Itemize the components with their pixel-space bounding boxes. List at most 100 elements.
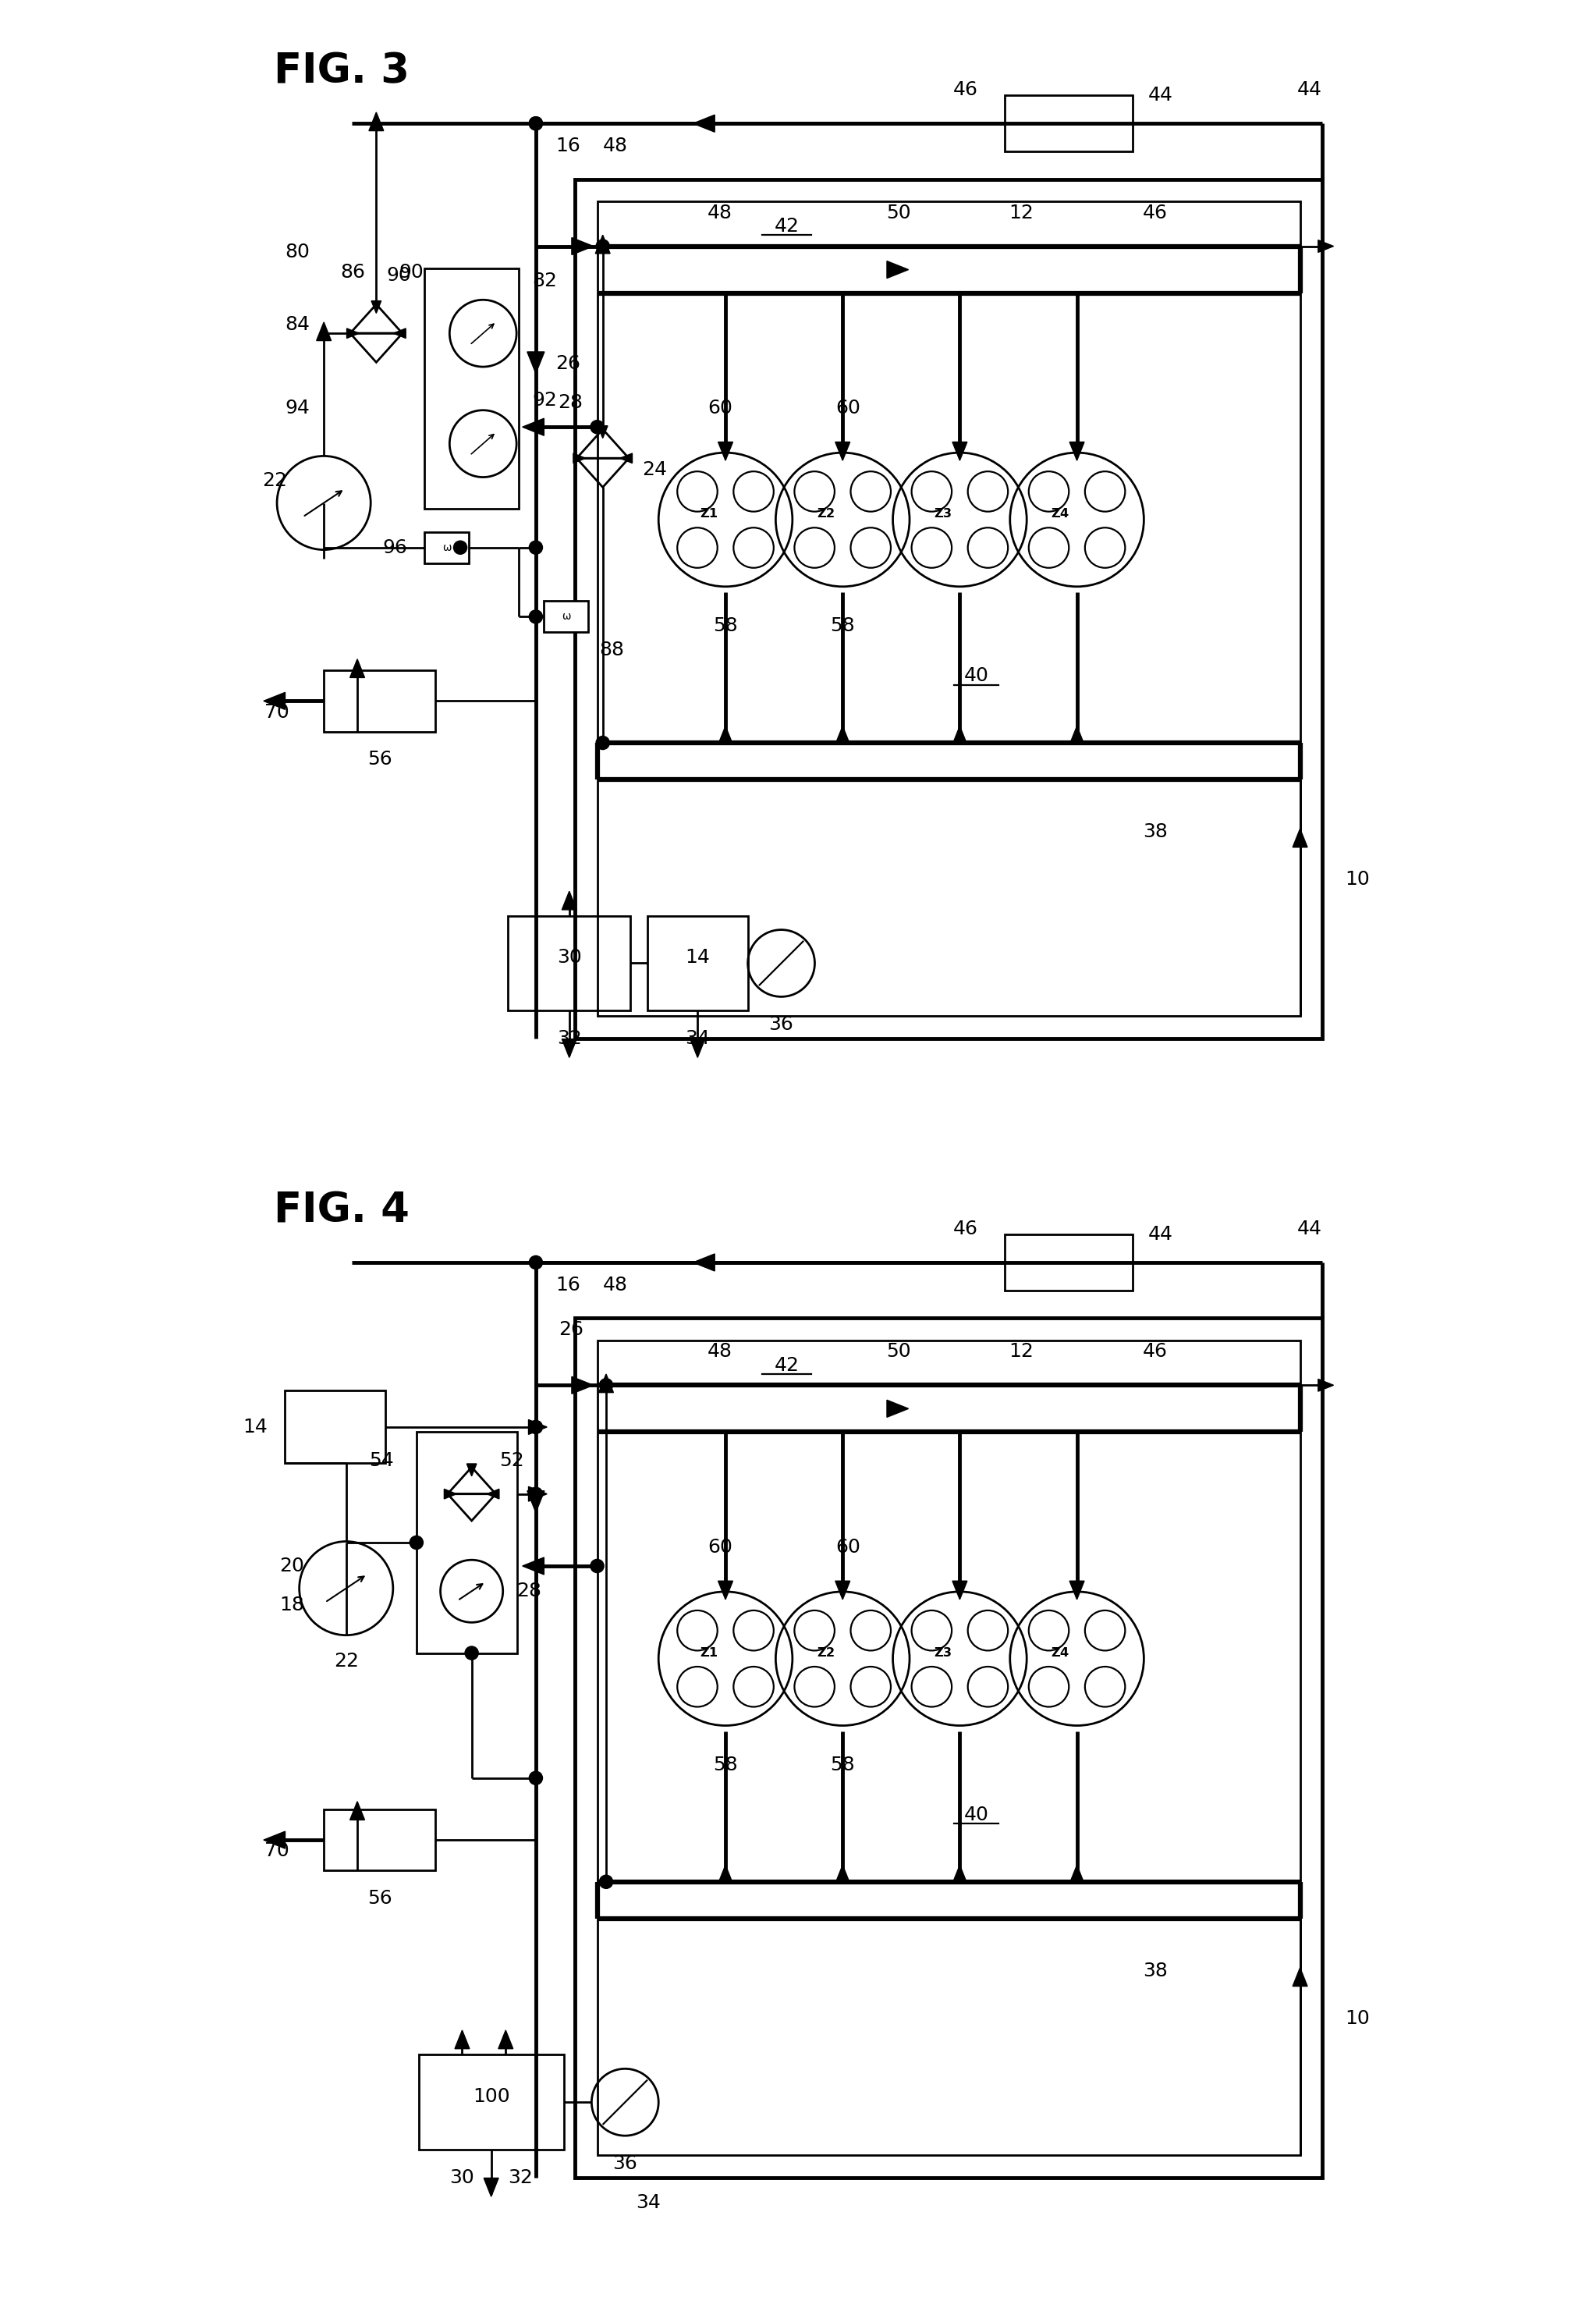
Polygon shape [1293,1967,1307,1986]
Text: 48: 48 [603,136,627,154]
Polygon shape [522,1558,544,1574]
Text: 28: 28 [559,393,583,412]
Bar [597,1341,1301,2156]
Text: 40: 40 [964,1806,990,1825]
Polygon shape [953,442,967,460]
Polygon shape [693,1254,715,1270]
Polygon shape [528,1420,547,1434]
Circle shape [530,1256,543,1270]
Text: 46: 46 [953,81,978,99]
Text: 86: 86 [340,262,365,281]
Text: Z4: Z4 [1052,509,1069,520]
Text: 96: 96 [383,538,407,557]
Text: 34: 34 [637,2193,661,2211]
Circle shape [530,117,543,131]
Circle shape [530,1420,543,1434]
Text: Z3: Z3 [934,1648,951,1659]
Polygon shape [263,1832,286,1848]
Circle shape [600,1875,613,1889]
Text: 70: 70 [265,1841,289,1862]
Polygon shape [444,1489,456,1498]
Text: 36: 36 [613,2154,637,2172]
Polygon shape [689,1040,705,1058]
Text: 42: 42 [774,1355,800,1374]
Polygon shape [571,237,594,255]
Text: 44: 44 [1148,85,1173,106]
Text: 46: 46 [953,1220,978,1238]
Text: 16: 16 [555,1275,581,1293]
Polygon shape [835,442,851,460]
Polygon shape [835,1866,851,1885]
Text: 22: 22 [262,472,287,490]
Text: 54: 54 [369,1452,394,1470]
Circle shape [530,117,543,131]
Polygon shape [573,453,586,463]
Circle shape [591,421,603,433]
Text: 10: 10 [1345,2009,1369,2027]
Text: 46: 46 [1143,202,1168,223]
Polygon shape [350,1802,364,1820]
Bar [324,670,436,732]
Polygon shape [571,1376,594,1394]
Polygon shape [487,1489,500,1498]
Polygon shape [598,1374,613,1392]
Bar [284,1390,385,1463]
Polygon shape [350,658,364,676]
Text: 88: 88 [600,642,624,660]
Polygon shape [953,727,967,746]
Text: 58: 58 [830,1756,855,1774]
Circle shape [530,1486,543,1500]
Text: 60: 60 [707,398,733,416]
Polygon shape [835,727,851,746]
Polygon shape [455,2029,469,2048]
Text: Z1: Z1 [699,1648,718,1659]
Polygon shape [835,1581,851,1599]
Polygon shape [953,1866,967,1885]
Polygon shape [484,2179,498,2197]
Polygon shape [1293,828,1307,847]
Text: 16: 16 [555,136,581,154]
Text: 60: 60 [836,398,860,416]
Text: 28: 28 [516,1581,541,1601]
Text: 24: 24 [642,460,667,479]
Bar [575,1318,1323,2177]
Polygon shape [1069,442,1084,460]
Polygon shape [527,1491,544,1512]
Text: 12: 12 [1009,1341,1034,1362]
Polygon shape [595,235,610,253]
Text: 82: 82 [533,272,557,290]
Text: 30: 30 [450,2168,474,2186]
Text: 50: 50 [886,1341,911,1362]
Polygon shape [562,1040,576,1058]
Polygon shape [619,453,632,463]
Polygon shape [528,1486,547,1500]
Text: 26: 26 [559,1321,584,1339]
Text: 56: 56 [367,1889,393,1908]
Polygon shape [394,329,405,338]
Polygon shape [1069,1866,1084,1885]
Bar [324,1809,436,1871]
Bar [544,601,589,633]
Text: 20: 20 [279,1558,305,1576]
Circle shape [591,1560,603,1572]
Text: 48: 48 [707,1341,733,1362]
Bar [1004,97,1133,152]
Text: 100: 100 [472,2087,509,2105]
Polygon shape [718,442,733,460]
Text: ω: ω [442,543,452,552]
Bar [597,202,1301,1017]
Text: 38: 38 [1143,1963,1167,1981]
Text: 90: 90 [386,267,410,285]
Text: ω: ω [562,612,570,621]
Text: 30: 30 [557,948,581,966]
Text: 58: 58 [713,617,737,635]
Text: 40: 40 [964,667,990,686]
Text: 14: 14 [685,948,710,966]
Text: 12: 12 [1009,202,1034,223]
Polygon shape [1069,1581,1084,1599]
Bar [418,2055,563,2149]
Text: 60: 60 [707,1537,733,1555]
Polygon shape [346,329,359,338]
Polygon shape [263,693,286,709]
Text: 50: 50 [886,202,911,223]
